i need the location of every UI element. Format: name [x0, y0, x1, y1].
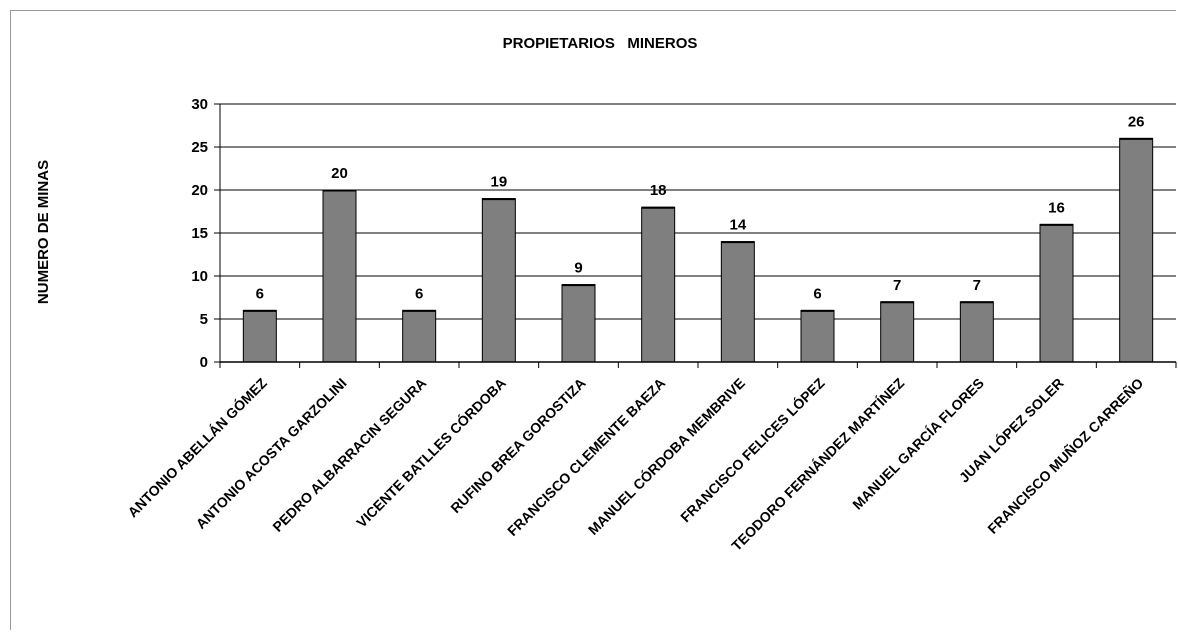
bar: [1040, 224, 1073, 362]
x-tick-label: RUFINO BREA GOROSTIZA: [447, 375, 588, 516]
x-tick-label: PEDRO ALBARRACIN SEGURA: [269, 375, 429, 535]
x-tick-label: MANUEL CÓRDOBA MEMBRIVE: [584, 374, 748, 538]
data-label: 19: [490, 174, 507, 191]
bar: [1120, 138, 1153, 362]
y-tick-label: 30: [191, 96, 208, 113]
y-tick-label: 20: [191, 182, 208, 199]
y-axis-label: NUMERO DE MINAS: [35, 160, 52, 304]
x-tick-label: FRANCISCO CLEMENTE BAEZA: [504, 375, 668, 539]
gridlines: [220, 104, 1176, 319]
data-label: 26: [1128, 113, 1145, 130]
bar: [721, 242, 754, 362]
bar: [801, 310, 834, 362]
chart-title: PROPIETARIOS MINEROS: [503, 35, 698, 52]
x-tick-label: FRANCISCO FELICES LÓPEZ: [676, 374, 827, 525]
x-tick-label: TEODORO FERNÁNDEZ MARTÍNEZ: [728, 374, 907, 553]
data-label: 9: [574, 260, 582, 277]
data-label: 20: [331, 165, 348, 182]
bar: [960, 302, 993, 362]
y-tick-label: 0: [200, 354, 208, 371]
bar: [323, 190, 356, 362]
y-tick-labels: 0 5 10 15 20 25 30: [191, 96, 208, 371]
bar: [562, 285, 595, 362]
data-label: 6: [415, 285, 423, 302]
x-tick-label: ANTONIO ABELLÁN GÓMEZ: [124, 374, 271, 521]
y-tick-label: 15: [191, 225, 208, 242]
bar: [642, 207, 675, 362]
bar: [403, 310, 436, 362]
x-tick-label: VICENTE BATLLES CÓRDOBA: [352, 374, 508, 530]
data-label: 7: [973, 277, 981, 294]
data-label: 7: [893, 277, 901, 294]
axes: [214, 104, 1176, 368]
x-tick-label: ANTONIO ACOSTA GARZOLINI: [193, 375, 350, 532]
y-tick-label: 10: [191, 268, 208, 285]
bar: [482, 199, 515, 362]
data-label: 6: [256, 285, 264, 302]
x-tick-label: FRANCISCO MUÑOZ CARREÑO: [984, 374, 1147, 537]
y-tick-label: 25: [191, 139, 208, 156]
data-label: 16: [1048, 199, 1065, 216]
bar: [243, 310, 276, 362]
data-label: 6: [813, 285, 821, 302]
y-tick-label: 5: [200, 311, 208, 328]
data-label: 18: [650, 182, 667, 199]
bars: [243, 138, 1152, 362]
bar: [881, 302, 914, 362]
data-labels: 6 20 6 19 9 18 14 6 7 7 16 26: [256, 113, 1145, 302]
data-label: 14: [729, 217, 746, 234]
x-tick-label: MANUEL GARCÍA FLORES: [849, 375, 987, 513]
